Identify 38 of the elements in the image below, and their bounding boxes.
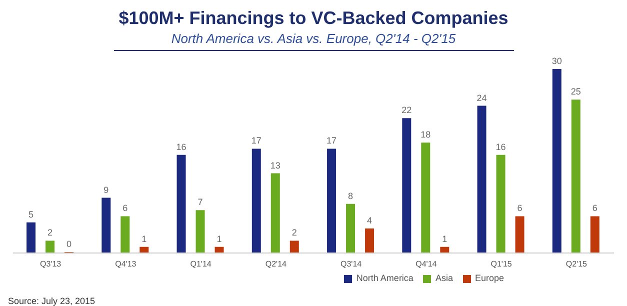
x-tick-label: Q3'14 — [340, 260, 362, 269]
x-tick-label: Q2'15 — [566, 260, 588, 269]
x-tick-label: Q2'14 — [265, 260, 288, 269]
data-label: 13 — [270, 160, 280, 170]
data-label: 2 — [48, 228, 53, 238]
x-tick-label: Q1'14 — [190, 260, 212, 269]
data-label: 6 — [592, 203, 598, 214]
data-label: 5 — [28, 209, 34, 220]
data-label: 0 — [66, 239, 72, 249]
legend-label: Europe — [474, 273, 504, 283]
data-label: 8 — [348, 190, 354, 201]
x-tick-label: Q4'13 — [115, 260, 137, 269]
data-label: 1 — [216, 234, 222, 244]
data-label: 16 — [176, 142, 186, 152]
x-tick-label: Q4'14 — [416, 260, 438, 269]
data-label: 9 — [104, 184, 109, 195]
legend-label: North America — [356, 273, 414, 283]
chart-title: $100M+ Financings to VC-Backed Companies — [118, 8, 510, 29]
data-label: 30 — [552, 56, 562, 66]
data-label: 22 — [402, 105, 412, 116]
data-label: 2 — [292, 228, 297, 238]
data-label: 6 — [517, 203, 522, 214]
data-label: 1 — [142, 234, 147, 244]
data-label: 6 — [122, 203, 128, 214]
data-label: 17 — [326, 136, 337, 146]
data-label: 18 — [420, 130, 431, 140]
x-tick-label: Q3'13 — [40, 260, 62, 269]
data-label: 17 — [251, 136, 262, 146]
data-label: 7 — [198, 197, 203, 208]
data-label: 4 — [367, 215, 372, 226]
data-label: 16 — [496, 142, 506, 152]
source-note: Source: July 23, 2015 — [8, 296, 96, 306]
x-tick-label: Q1'15 — [490, 260, 512, 269]
chart-subtitle: North America vs. Asia vs. Europe, Q2'14 - Q2'15 — [170, 31, 457, 46]
data-label: 25 — [570, 86, 581, 97]
legend-label: Asia — [435, 273, 453, 283]
data-label: 24 — [476, 92, 487, 103]
data-label: 1 — [442, 234, 448, 244]
